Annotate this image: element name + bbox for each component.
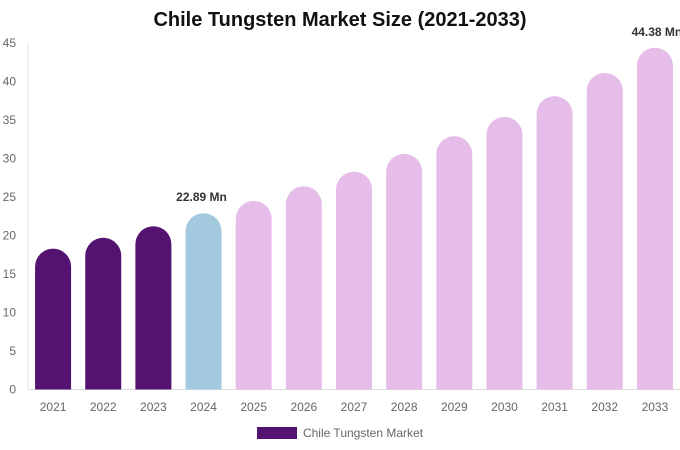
bar-2023 [135,226,172,390]
bar-2030 [486,116,523,390]
data-label: 44.38 Mn [632,25,680,39]
y-tick-label: 20 [3,229,17,243]
legend-label: Chile Tungsten Market [302,426,424,440]
bar-2024 [185,213,222,390]
y-tick-label: 5 [9,344,16,358]
bar-2032 [586,73,623,390]
bar-2033 [636,47,673,390]
x-tick-label: 2026 [290,400,317,414]
x-tick-label: 2027 [341,400,368,414]
x-tick-label: 2024 [190,400,217,414]
bar-2022 [85,237,122,390]
bar-2021 [35,248,72,390]
x-tick-label: 2031 [541,400,568,414]
y-tick-label: 25 [3,190,17,204]
y-tick-label: 0 [9,383,16,397]
bar-2031 [536,96,573,390]
bar-2028 [386,153,423,390]
bar-2027 [336,171,372,390]
y-tick-label: 30 [3,152,17,166]
y-tick-label: 15 [3,267,17,281]
chart-title: Chile Tungsten Market Size (2021-2033) [153,9,527,31]
legend[interactable]: Chile Tungsten Market [0,426,680,440]
bar-2029 [436,136,473,390]
x-tick-label: 2021 [40,400,67,414]
x-tick-label: 2023 [140,400,167,414]
x-tick-label: 2033 [642,400,669,414]
legend-swatch [256,427,297,439]
data-label: 22.89 Mn [176,190,227,204]
x-tick-label: 2029 [441,400,468,414]
x-tick-label: 2028 [391,400,418,414]
bar-2025 [235,200,272,390]
y-tick-label: 35 [3,113,17,127]
y-tick-label: 45 [3,36,17,50]
y-tick-label: 40 [3,75,17,89]
bar-2026 [285,186,322,390]
x-tick-label: 2032 [591,400,618,414]
y-tick-label: 10 [3,306,17,320]
x-tick-label: 2022 [90,400,117,414]
x-tick-label: 2025 [240,400,267,414]
x-tick-label: 2030 [491,400,518,414]
